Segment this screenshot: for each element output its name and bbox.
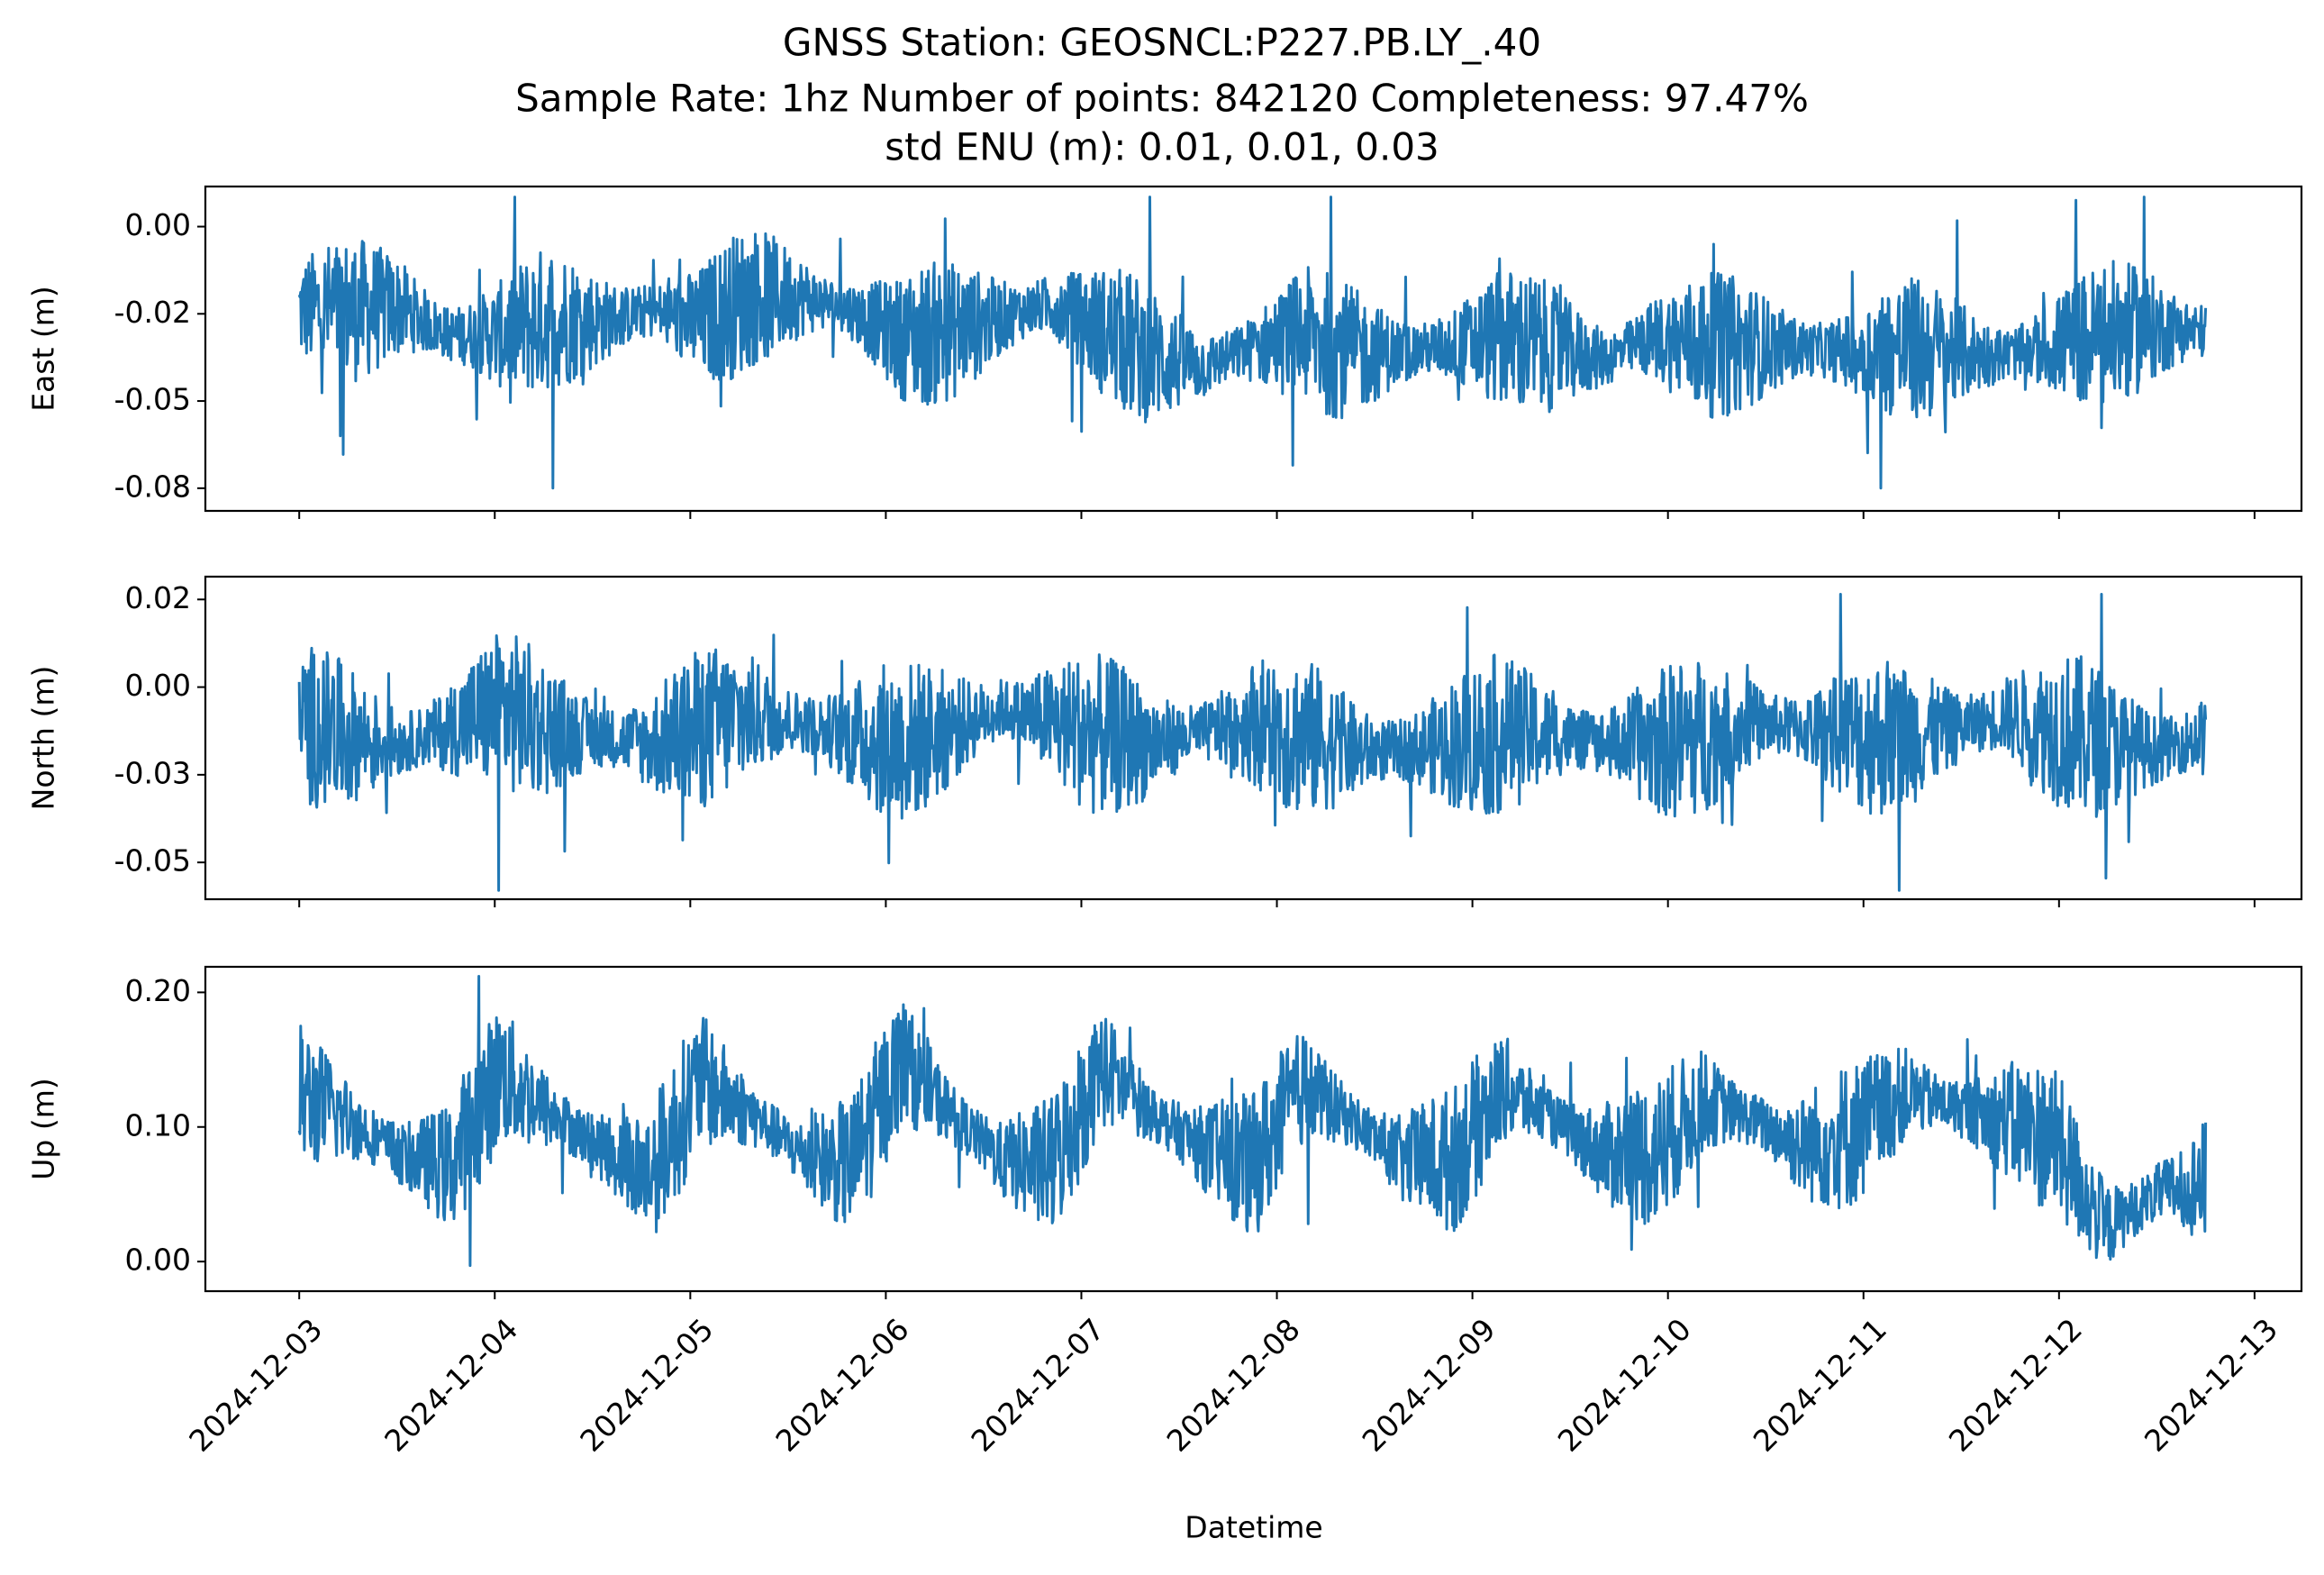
north-panel: 0.02 0.00 -0.03 -0.05 North (m) — [26, 575, 2303, 907]
east-series-line — [297, 196, 2208, 490]
east-axes-frame — [204, 185, 2303, 513]
up-panel: 0.00 0.10 0.20 Up (m) — [26, 965, 2303, 1299]
x-axis-label: Datetime — [1185, 1510, 1322, 1545]
chart-title-line-3: std ENU (m): 0.01, 0.01, 0.03 — [885, 125, 1439, 169]
north-y-tick-label: -0.05 — [114, 843, 191, 879]
chart-title-line-2: Sample Rate: 1hz Number of points: 84212… — [515, 77, 1809, 121]
up-y-axis-label: Up (m) — [26, 1078, 61, 1180]
east-panel: 0.00 -0.02 -0.05 -0.08 East (m) — [26, 185, 2303, 519]
east-y-axis-label: East (m) — [26, 286, 61, 412]
east-y-tick-label: -0.02 — [114, 295, 191, 330]
up-y-tick-label: 0.20 — [125, 973, 191, 1008]
north-y-tick-label: -0.03 — [114, 755, 191, 790]
up-y-tick-label: 0.00 — [125, 1243, 191, 1278]
chart-title-line-1: GNSS Station: GEOSNCL:P227.PB.LY_.40 — [783, 21, 1541, 65]
east-y-tick-label: -0.08 — [114, 469, 191, 504]
up-axes-frame — [204, 965, 2303, 1293]
north-y-tick-label: 0.00 — [125, 668, 191, 703]
east-y-tick-label: -0.05 — [114, 382, 191, 417]
north-axes-frame — [204, 575, 2303, 901]
north-y-tick-label: 0.02 — [125, 580, 191, 615]
up-y-tick-label: 0.10 — [125, 1107, 191, 1143]
up-series-line — [297, 975, 2208, 1268]
east-y-tick-label: 0.00 — [125, 207, 191, 242]
north-y-axis-label: North (m) — [26, 666, 61, 811]
north-series-line — [297, 593, 2208, 892]
